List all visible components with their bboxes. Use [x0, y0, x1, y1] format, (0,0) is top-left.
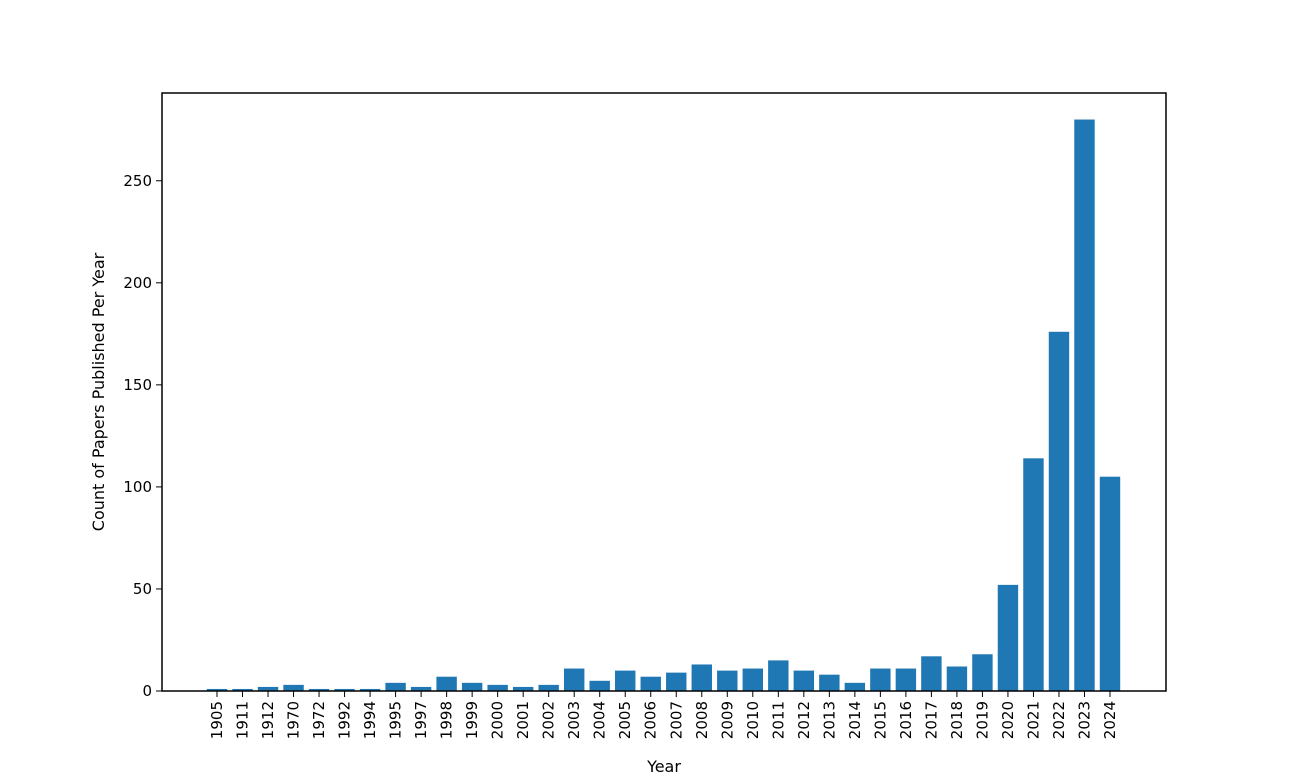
bar-2015 [870, 668, 891, 691]
bar-1997 [410, 686, 432, 691]
x-tick-label: 1972 [310, 701, 328, 739]
bar-2014 [844, 682, 866, 691]
x-tick-label: 2008 [693, 701, 711, 739]
bar-2007 [666, 672, 687, 691]
y-axis-label: Count of Papers Published Per Year [89, 252, 108, 531]
bar-1999 [461, 682, 483, 691]
bar-1995 [385, 682, 406, 691]
bar-2012 [793, 670, 815, 691]
x-tick-label: 2020 [999, 701, 1017, 739]
bar-2000 [487, 684, 508, 691]
bar-2024 [1099, 476, 1121, 691]
y-tick-label: 50 [133, 580, 152, 598]
x-tick-label: 1999 [463, 701, 481, 739]
y-tick-label: 250 [123, 172, 152, 190]
bar-2020 [997, 584, 1019, 691]
bar-2018 [946, 666, 968, 691]
bar-1972 [308, 688, 330, 691]
bar-2019 [972, 654, 993, 691]
bars-group [206, 119, 1121, 691]
y-tick-label: 100 [123, 478, 152, 496]
x-tick-label: 1994 [361, 701, 379, 739]
bar-1911 [232, 688, 253, 691]
x-axis-ticks: 1905 1911 1912 1970 1972 1992 1994 1995 1997 1998… [208, 691, 1119, 739]
x-tick-label: 2014 [846, 701, 864, 739]
x-tick-label: 2007 [667, 701, 685, 739]
x-tick-label: 2010 [744, 701, 762, 739]
x-tick-label: 2023 [1075, 701, 1093, 739]
bar-2016 [895, 668, 917, 691]
x-tick-label: 1912 [259, 701, 277, 739]
bar-1912 [257, 686, 279, 691]
x-tick-label: 2009 [718, 701, 736, 739]
bar-2001 [512, 686, 534, 691]
bar-2009 [717, 670, 738, 691]
bar-1970 [283, 684, 304, 691]
x-tick-label: 2022 [1050, 701, 1068, 739]
x-tick-label: 2013 [820, 701, 838, 739]
bar-2006 [640, 676, 661, 691]
x-tick-label: 2017 [922, 701, 940, 739]
bar-2013 [819, 674, 840, 691]
x-tick-label: 2011 [769, 701, 787, 739]
bar-2003 [563, 668, 585, 691]
y-tick-label: 200 [123, 274, 152, 292]
bar-2005 [615, 670, 636, 691]
bar-2002 [538, 684, 559, 691]
x-tick-label: 2006 [642, 701, 660, 739]
bar-1998 [436, 676, 457, 691]
x-tick-label: 2004 [591, 701, 609, 739]
x-tick-label: 2005 [616, 701, 634, 739]
x-tick-label: 2019 [973, 701, 991, 739]
x-tick-label: 1992 [336, 701, 354, 739]
bar-2023 [1074, 119, 1095, 691]
bar-1992 [334, 688, 355, 691]
bar-2011 [768, 660, 789, 691]
x-tick-label: 2015 [871, 701, 889, 739]
bar-1994 [359, 688, 381, 691]
y-axis-ticks: 0 50 100 150 200 250 [123, 172, 162, 700]
x-tick-label: 2021 [1024, 701, 1042, 739]
x-tick-label: 2018 [948, 701, 966, 739]
bar-2008 [691, 664, 712, 691]
x-tick-label: 1905 [208, 701, 226, 739]
x-tick-label: 2000 [489, 701, 507, 739]
x-axis-label: Year [646, 757, 681, 776]
x-tick-label: 1998 [438, 701, 456, 739]
bar-2022 [1048, 331, 1070, 691]
bar-1905 [206, 688, 228, 691]
x-tick-label: 2001 [514, 701, 532, 739]
x-tick-label: 2012 [795, 701, 813, 739]
x-tick-label: 1997 [412, 701, 430, 739]
x-tick-label: 2016 [897, 701, 915, 739]
x-tick-label: 1970 [285, 701, 303, 739]
x-tick-label: 1911 [234, 701, 252, 739]
bar-2021 [1023, 458, 1044, 691]
bar-2010 [742, 668, 763, 691]
x-tick-label: 1995 [387, 701, 405, 739]
x-tick-label: 2003 [565, 701, 583, 739]
bar-2017 [921, 656, 942, 691]
y-tick-label: 150 [123, 376, 152, 394]
plot-frame [161, 92, 1167, 692]
y-tick-label: 0 [142, 682, 152, 700]
x-tick-label: 2002 [540, 701, 558, 739]
x-tick-label: 2024 [1101, 701, 1119, 739]
bar-2004 [589, 680, 610, 691]
